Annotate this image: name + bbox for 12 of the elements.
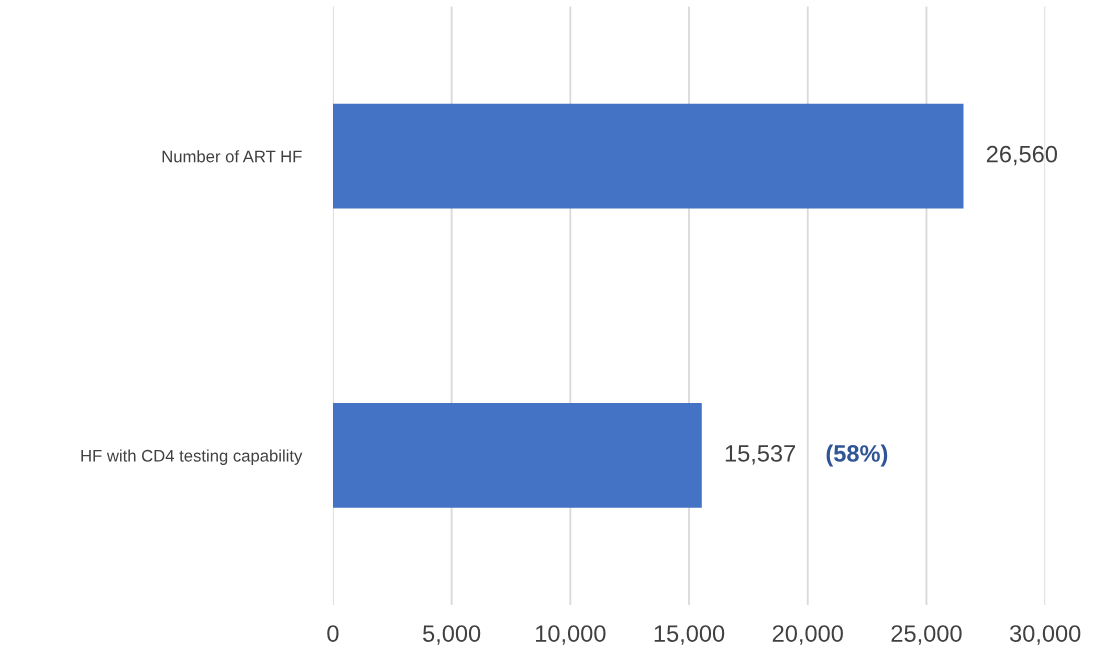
x-tick-label: 0	[327, 625, 339, 642]
x-tick-label: 15,000	[654, 625, 725, 645]
y-tick-label: Number of ART HF	[162, 150, 302, 163]
x-tick-label: 25,000	[891, 625, 962, 645]
x-tick-label: 20,000	[772, 625, 843, 645]
data-label: 26,560	[986, 145, 1058, 166]
y-tick-label: HF with CD4 testing capability	[81, 449, 303, 465]
annotation: (58%)	[826, 444, 888, 467]
x-tick-label: 10,000	[536, 625, 606, 645]
x-tick-label: 5,000	[423, 625, 481, 645]
x-tick-label: 30,000	[1009, 625, 1081, 645]
data-label: 15,537	[725, 445, 796, 465]
